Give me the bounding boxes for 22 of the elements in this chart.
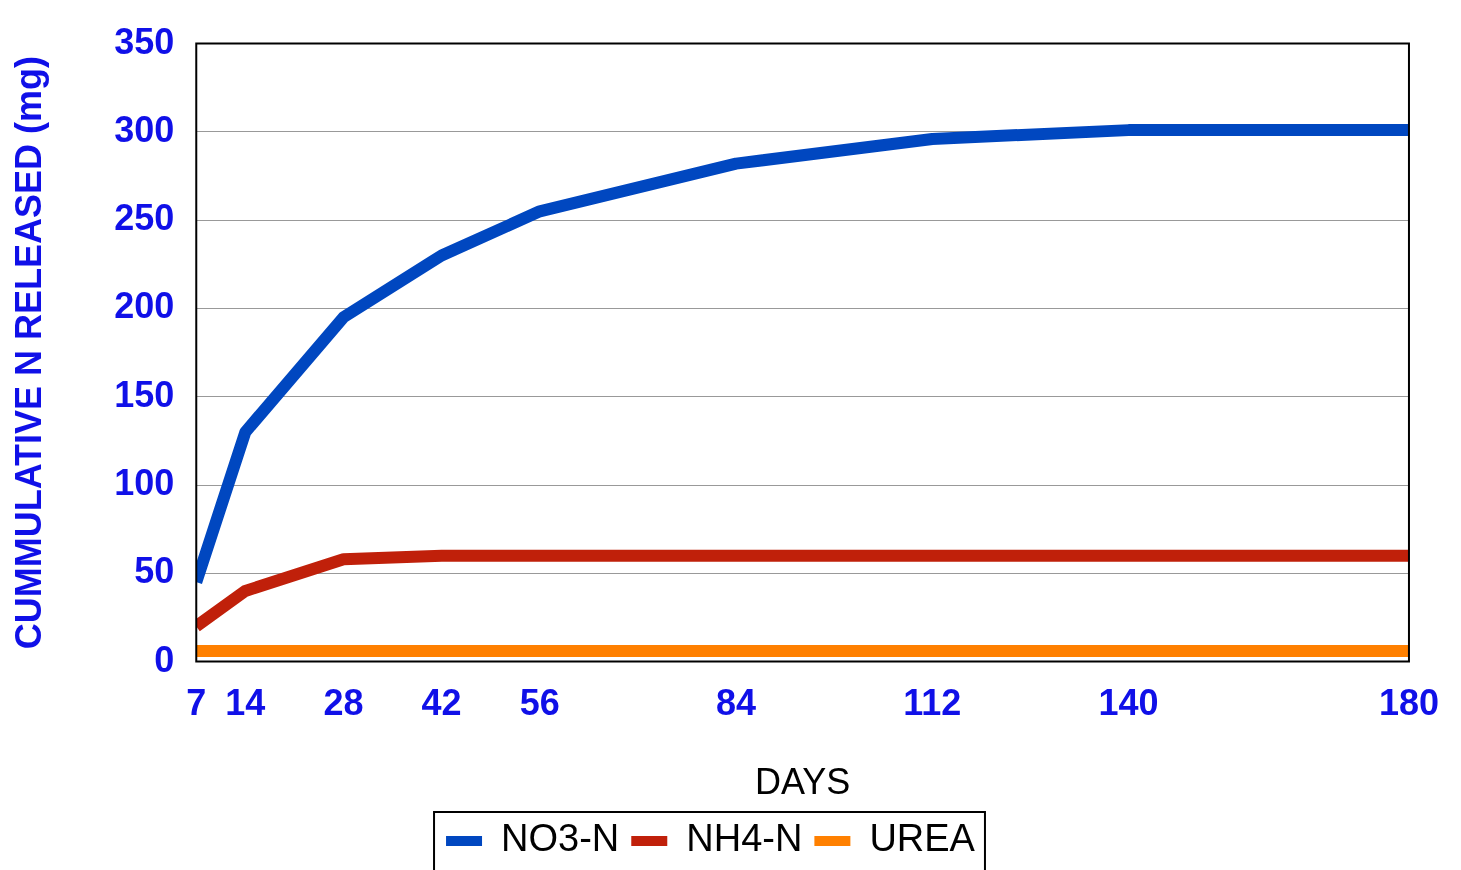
legend-label: NO3-N xyxy=(501,817,620,860)
legend-label: NH4-N xyxy=(686,817,803,860)
y-tick-label: 0 xyxy=(154,638,175,680)
x-tick-label: 140 xyxy=(1098,682,1159,724)
y-tick-label: 350 xyxy=(114,20,175,62)
x-tick-label: 112 xyxy=(903,682,962,724)
x-tick-label: 56 xyxy=(519,682,560,724)
x-tick-label: 42 xyxy=(421,682,462,724)
y-axis-title: CUMMULATIVE N RELEASED (mg) xyxy=(7,55,49,650)
y-tick-label: 50 xyxy=(134,550,175,592)
x-tick-label: 84 xyxy=(716,682,757,724)
y-tick-label: 300 xyxy=(114,108,175,150)
x-tick-label: 14 xyxy=(225,682,266,724)
y-tick-label: 150 xyxy=(114,373,175,415)
y-tick-label: 100 xyxy=(114,461,175,503)
y-tick-label: 250 xyxy=(114,197,175,239)
x-tick-label: 180 xyxy=(1378,682,1440,724)
x-tick-label: 28 xyxy=(323,682,364,724)
legend-label: UREA xyxy=(869,817,976,860)
y-tick-label: 200 xyxy=(114,285,175,327)
x-axis-title: DAYS xyxy=(754,761,851,803)
x-tick-label: 7 xyxy=(186,682,207,724)
